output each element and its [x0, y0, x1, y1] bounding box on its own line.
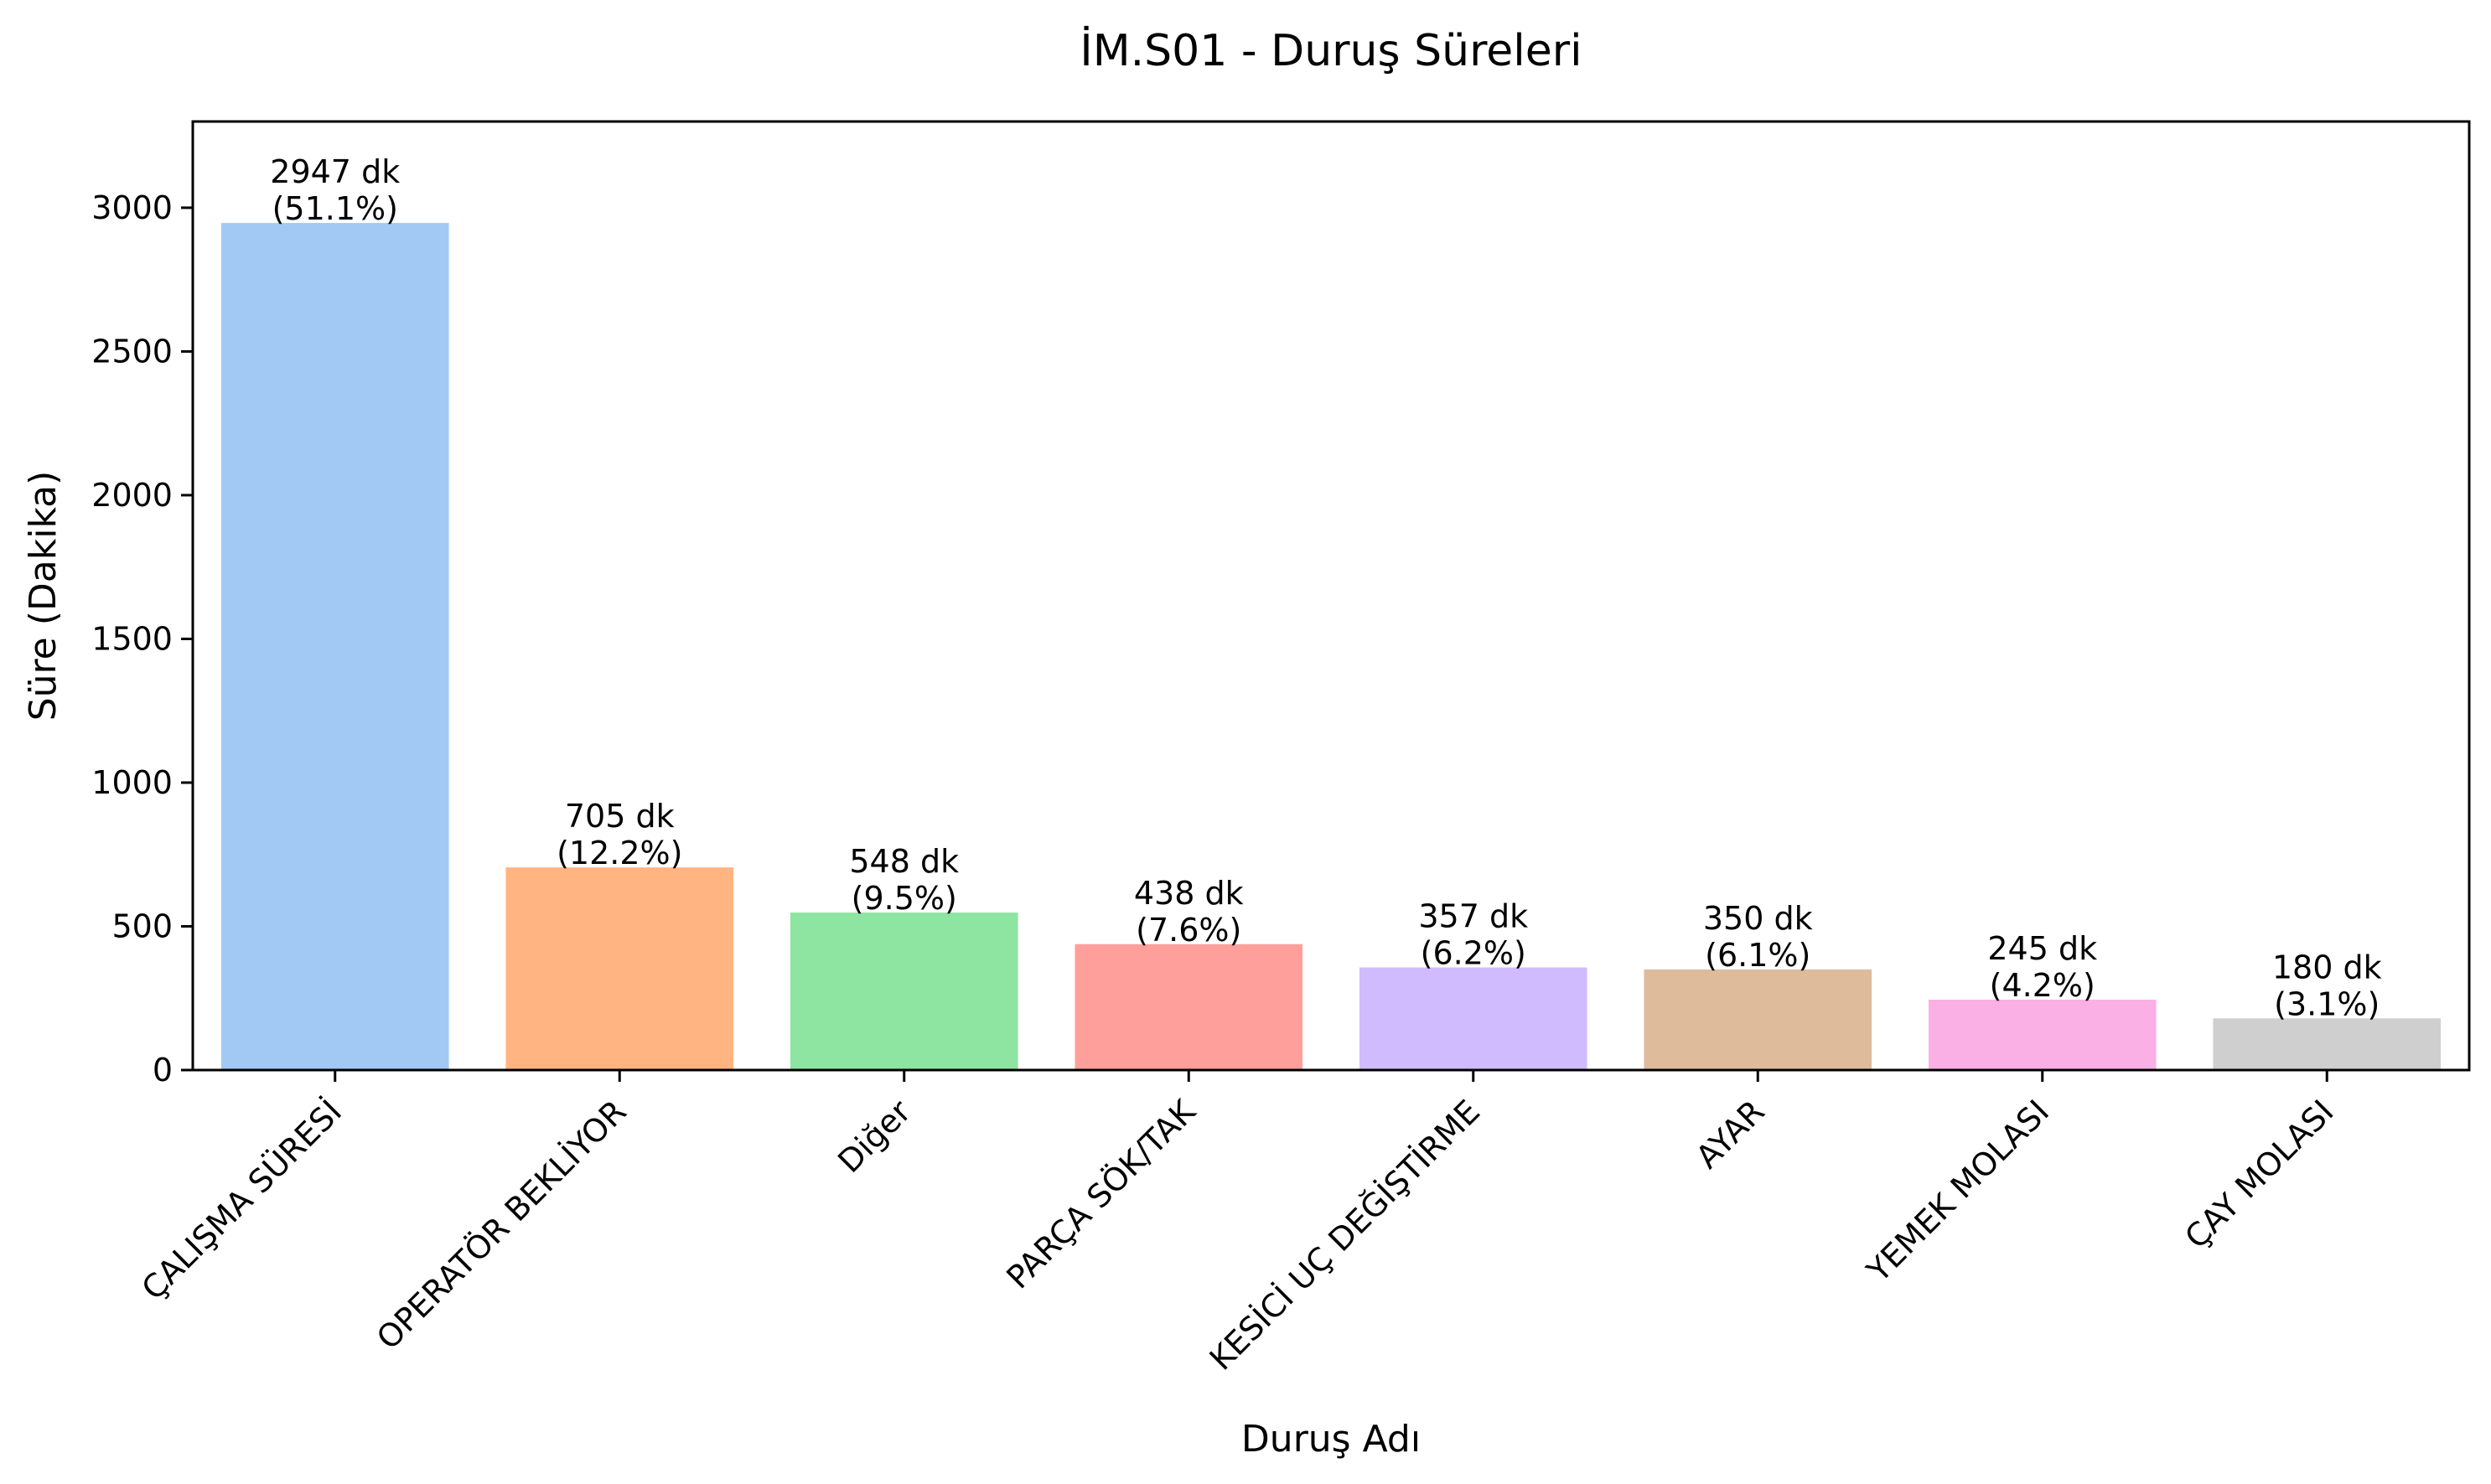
y-tick-label: 1500 [91, 620, 173, 657]
bar-percent-label: (12.2%) [557, 835, 682, 871]
x-tick-label: KESİCİ UÇ DEĞİŞTİRME [1203, 1093, 1488, 1378]
y-tick-label: 0 [153, 1052, 173, 1088]
x-tick-label: ÇALIŞMA SÜRESİ [134, 1093, 349, 1307]
bar-percent-label: (51.1%) [272, 190, 398, 227]
plot-area-frame [191, 120, 2471, 1072]
data-labels-group: 2947 dk(51.1%) 705 dk(12.2%) 548 dk(9.5%) 4… [270, 153, 2381, 1022]
x-tick-label: AYAR [1689, 1093, 1772, 1176]
x-tick-label: ÇAY MOLASI [2178, 1093, 2340, 1255]
bar [1928, 999, 2157, 1070]
x-axis-label: Duruş Adı [1241, 1418, 1421, 1461]
y-tick-label: 2000 [91, 477, 173, 514]
y-tick-label: 1000 [91, 764, 173, 801]
bar-value-label: 180 dk [2272, 949, 2382, 985]
bar [1075, 944, 1303, 1070]
y-tick-label: 3000 [91, 189, 173, 226]
bar-value-label: 350 dk [1703, 900, 1813, 937]
chart-title: İM.S01 - Duruş Süreleri [1080, 25, 1582, 76]
bar-value-label: 548 dk [849, 843, 959, 880]
bars-group [220, 223, 2442, 1070]
bar [1359, 967, 1587, 1070]
bar-percent-label: (6.1%) [1705, 937, 1810, 974]
x-tick-label: Diğer [831, 1093, 918, 1180]
bar-percent-label: (4.2%) [1990, 967, 2095, 1004]
bar [1644, 969, 1872, 1070]
bar [2213, 1018, 2442, 1070]
bar-value-label: 438 dk [1134, 875, 1244, 912]
bar-percent-label: (6.2%) [1421, 935, 1526, 972]
bar-percent-label: (9.5%) [852, 880, 957, 917]
y-tick-label: 2500 [91, 333, 173, 370]
x-axis: ÇALIŞMA SÜRESİ OPERATÖR BEKLİYOR Diğer PARÇ… [134, 1070, 2341, 1378]
x-tick-label: YEMEK MOLASI [1859, 1093, 2056, 1290]
y-axis: 0 500 1000 1500 2000 2500 3000 [91, 189, 193, 1088]
bar-value-label: 357 dk [1418, 898, 1528, 935]
y-axis-label: Süre (Dakika) [22, 471, 65, 721]
x-tick-label: PARÇA SÖK/TAK [999, 1092, 1203, 1295]
bar-percent-label: (7.6%) [1136, 912, 1241, 949]
y-tick-label: 500 [111, 907, 173, 944]
bar [505, 867, 734, 1070]
bar-percent-label: (3.1%) [2274, 985, 2380, 1022]
x-tick-label: OPERATÖR BEKLİYOR [370, 1093, 634, 1357]
bar-value-label: 705 dk [565, 798, 675, 835]
bar-value-label: 2947 dk [270, 153, 400, 190]
bar-value-label: 245 dk [1987, 930, 2097, 967]
bar [790, 913, 1018, 1070]
bar [220, 223, 449, 1070]
